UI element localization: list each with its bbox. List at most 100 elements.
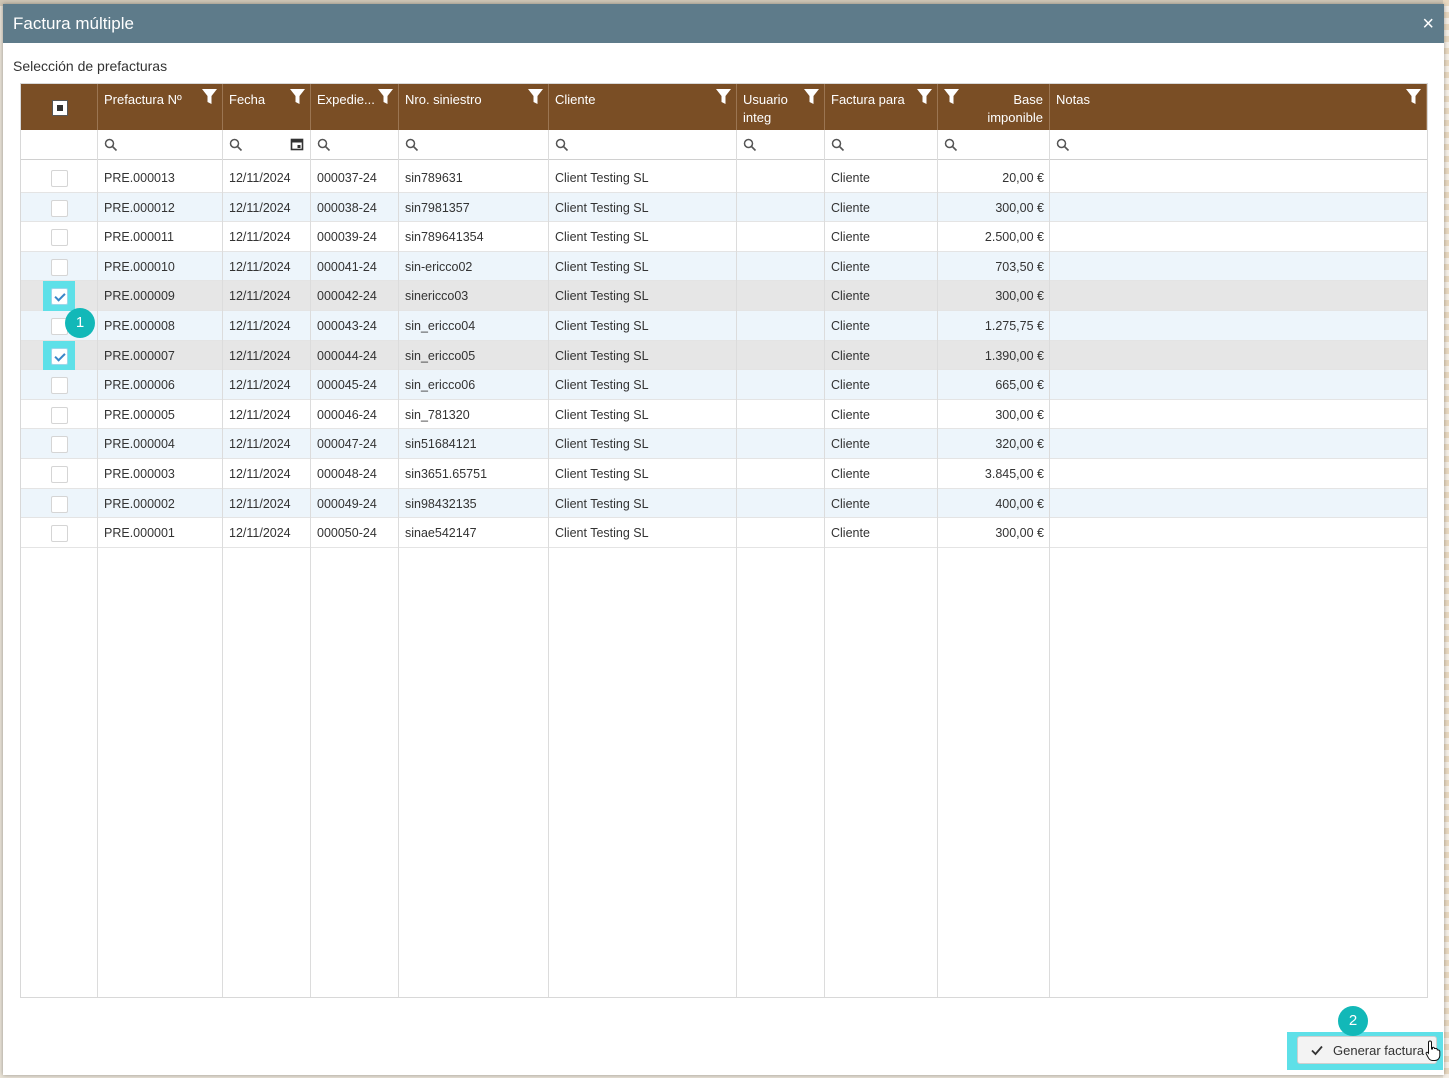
row-checkbox[interactable] [51, 525, 68, 543]
cell-factura_para: Cliente [831, 496, 870, 511]
filter-icon[interactable] [716, 89, 731, 105]
cell-expediente: 000047-24 [317, 437, 377, 452]
row-checkbox[interactable] [51, 466, 68, 483]
table-row[interactable]: PRE.000006 12/11/2024 000045-24 sin_ericco0… [21, 370, 1427, 400]
search-icon[interactable] [229, 138, 243, 152]
filter-icon[interactable] [944, 89, 959, 105]
checkmark-icon [1311, 1045, 1323, 1056]
filter-icon[interactable] [1406, 89, 1421, 105]
column-header-label: Expedie... [317, 92, 375, 107]
row-checkbox[interactable] [51, 377, 68, 395]
table-row[interactable]: PRE.000013 12/11/2024 000037-24 sin789631 Cl… [21, 163, 1427, 193]
cell-cliente: Client Testing SL [555, 467, 649, 481]
search-icon[interactable] [1056, 138, 1070, 152]
cell-usuario [737, 193, 825, 222]
cell-base: 1.275,75 € [984, 319, 1044, 333]
cell-base: 300,00 € [995, 407, 1044, 422]
cell-cliente: Client Testing SL [555, 289, 649, 304]
cell-factura_para: Cliente [831, 171, 870, 185]
filter-icon[interactable] [290, 89, 305, 105]
table-row[interactable]: PRE.000009 12/11/2024 000042-24 sinericco03… [21, 281, 1427, 312]
calendar-icon[interactable] [290, 137, 304, 151]
close-icon[interactable]: × [1422, 12, 1434, 35]
search-icon[interactable] [831, 138, 845, 152]
column-header-prefactura[interactable]: Prefactura Nº [98, 84, 223, 130]
cell-usuario [737, 400, 825, 429]
cell-factura_para: Cliente [831, 230, 870, 245]
cell-siniestro: sin789631 [405, 171, 463, 185]
column-header-cliente[interactable]: Cliente [549, 84, 737, 130]
column-header-fecha[interactable]: Fecha [223, 84, 311, 130]
cell-expediente: 000042-24 [317, 289, 377, 304]
table-row[interactable]: PRE.000001 12/11/2024 000050-24 sinae542147… [21, 518, 1427, 548]
cell-expediente: 000048-24 [317, 467, 377, 481]
table-row[interactable]: PRE.000007 12/11/2024 000044-24 sin_ericco0… [21, 340, 1427, 371]
column-header-base[interactable]: Base imponible [938, 84, 1050, 130]
cell-fecha: 12/11/2024 [229, 496, 291, 511]
section-label: Selección de prefacturas [13, 58, 168, 74]
cell-factura_para: Cliente [831, 467, 870, 481]
dialog-titlebar: Factura múltiple × [3, 4, 1444, 43]
filter-icon[interactable] [804, 89, 819, 105]
table-row[interactable]: PRE.000010 12/11/2024 000041-24 sin-ericco0… [21, 251, 1427, 282]
table-row[interactable]: PRE.000005 12/11/2024 000046-24 sin_781320 C… [21, 400, 1427, 430]
filter-icon[interactable] [378, 89, 393, 105]
column-header-label: Base imponible [987, 92, 1043, 125]
column-header-label: Nro. siniestro [405, 92, 482, 107]
search-icon[interactable] [743, 138, 757, 152]
cell-base: 300,00 € [995, 289, 1044, 304]
search-icon[interactable] [317, 138, 331, 152]
filter-icon[interactable] [528, 89, 543, 105]
generate-invoice-button[interactable]: Generar factura [1297, 1036, 1437, 1064]
search-icon[interactable] [944, 138, 958, 152]
search-icon[interactable] [405, 138, 419, 152]
row-checkbox[interactable] [51, 406, 68, 424]
cell-expediente: 000044-24 [317, 348, 377, 363]
cell-prefactura: PRE.000012 [104, 200, 175, 215]
cell-base: 300,00 € [995, 526, 1044, 541]
cell-fecha: 12/11/2024 [229, 526, 291, 541]
select-all-checkbox[interactable] [52, 100, 68, 116]
table-row[interactable]: PRE.000004 12/11/2024 000047-24 sin51684121… [21, 429, 1427, 459]
filter-row [21, 130, 1427, 160]
cell-expediente: 000041-24 [317, 259, 377, 274]
column-header-usuario[interactable]: Usuario integ [737, 84, 825, 130]
cell-prefactura: PRE.000005 [104, 407, 175, 422]
row-checkbox[interactable] [51, 229, 68, 247]
table-row[interactable]: PRE.000012 12/11/2024 000038-24 sin7981357 C… [21, 192, 1427, 223]
row-checkbox[interactable] [51, 288, 68, 306]
row-checkbox[interactable] [51, 495, 68, 513]
cell-notas [1050, 459, 1427, 488]
cell-factura_para: Cliente [831, 319, 870, 333]
table-row[interactable]: PRE.000008 12/11/2024 000043-24 sin_ericco0… [21, 311, 1427, 341]
cell-fecha: 12/11/2024 [229, 407, 291, 422]
table-row[interactable]: PRE.000003 12/11/2024 000048-24 sin3651.657… [21, 459, 1427, 489]
row-checkbox[interactable] [51, 347, 68, 365]
factura-multiple-dialog: Factura múltiple × Selección de prefactu… [3, 4, 1444, 1075]
column-divider [937, 130, 938, 997]
generate-invoice-label: Generar factura [1333, 1042, 1425, 1058]
cell-notas [1050, 311, 1427, 340]
search-icon[interactable] [555, 138, 569, 152]
column-header-label: Factura para [831, 92, 905, 107]
cell-siniestro: sin_ericco05 [405, 348, 476, 363]
cell-siniestro: sinericco03 [405, 289, 469, 304]
row-checkbox[interactable] [51, 258, 68, 276]
column-header-expediente[interactable]: Expedie... [311, 84, 399, 130]
cell-fecha: 12/11/2024 [229, 200, 291, 215]
column-header-siniestro[interactable]: Nro. siniestro [399, 84, 549, 130]
hand-cursor-icon [1425, 1040, 1441, 1061]
row-checkbox[interactable] [51, 170, 68, 187]
row-checkbox[interactable] [51, 199, 68, 217]
table-row[interactable]: PRE.000011 12/11/2024 000039-24 sin78964135… [21, 222, 1427, 252]
row-checkbox[interactable] [51, 436, 68, 454]
column-header-notas[interactable]: Notas [1050, 84, 1427, 130]
filter-icon[interactable] [917, 89, 932, 105]
column-divider [97, 130, 98, 997]
table-row[interactable]: PRE.000002 12/11/2024 000049-24 sin98432135… [21, 488, 1427, 519]
cell-expediente: 000046-24 [317, 407, 377, 422]
search-icon[interactable] [104, 138, 118, 152]
filter-icon[interactable] [202, 89, 217, 105]
column-header-factura_para[interactable]: Factura para [825, 84, 938, 130]
cell-cliente: Client Testing SL [555, 319, 649, 333]
